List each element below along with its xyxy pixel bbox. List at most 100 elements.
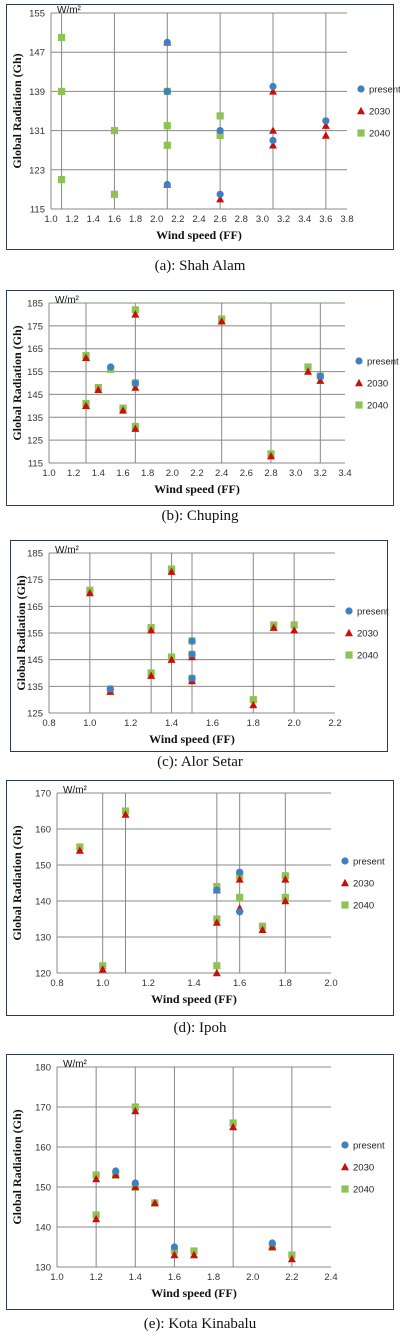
data-point-2030 xyxy=(216,195,225,203)
y-tick-label: 150 xyxy=(35,861,51,872)
data-point-present xyxy=(106,685,114,693)
chart-svg-e: 130 140 150 160 170 180 1.0 1.2 1.4 1.6 1.8 2.0 2.2 2… xyxy=(10,1059,385,1300)
data-point-2030 xyxy=(119,406,127,414)
data-point-2030 xyxy=(281,875,290,883)
x-tick-label: 1.0 xyxy=(42,468,55,479)
legend-marker-2030 xyxy=(341,878,349,887)
y-unit-label: W/m² xyxy=(55,295,80,306)
x-tick-label: 1.8 xyxy=(129,214,142,225)
data-point-2030 xyxy=(269,141,277,149)
x-tick-label: 2.0 xyxy=(288,718,301,729)
data-point-present xyxy=(188,674,196,682)
x-tick-label: 3.6 xyxy=(319,214,332,225)
y-tick-label: 145 xyxy=(27,655,43,666)
y-axis-title: Global Radiation (Gh) xyxy=(10,1109,24,1224)
x-tick-label: 1.6 xyxy=(108,214,121,225)
data-point-2030 xyxy=(147,671,156,679)
y-unit-label: W/m² xyxy=(55,545,80,556)
x-tick-label: 3.0 xyxy=(256,214,269,225)
chart-caption-a: (a): Shah Alam xyxy=(154,258,246,274)
y-unit-label: W/m² xyxy=(63,785,88,796)
data-point-2030 xyxy=(281,896,290,905)
data-point-2030 xyxy=(229,1122,238,1131)
y-tick-label: 150 xyxy=(35,1183,51,1194)
data-point-2030 xyxy=(321,131,330,139)
x-tick-label: 3.4 xyxy=(298,214,311,225)
y-tick-label: 165 xyxy=(27,344,43,355)
data-point-2040 xyxy=(236,893,244,901)
y-tick-label: 147 xyxy=(29,48,45,59)
x-tick-label: 1.4 xyxy=(187,978,200,989)
data-point-2030 xyxy=(85,588,94,597)
data-point-2030 xyxy=(92,1214,101,1223)
data-point-2030 xyxy=(131,1106,140,1115)
data-point-2040 xyxy=(110,127,119,135)
data-point-2040 xyxy=(131,306,139,314)
legend-label: 2030 xyxy=(369,107,390,118)
y-tick-label: 180 xyxy=(35,1063,51,1074)
y-tick-label: 155 xyxy=(27,629,43,640)
data-point-present xyxy=(316,372,324,380)
legend-label: present xyxy=(353,857,385,868)
y-unit-label: W/m² xyxy=(63,1059,88,1070)
chart-svg-b: 115 125 135 145 155 165 175 185 1.0 1.2 1.4 1.6 1.8 2… xyxy=(10,295,399,496)
data-point-2030 xyxy=(287,1254,296,1263)
y-tick-label: 170 xyxy=(35,1103,51,1114)
data-point-2030 xyxy=(131,310,140,318)
y-tick-label: 175 xyxy=(27,575,43,586)
x-tick-label: 2.0 xyxy=(150,214,163,225)
data-point-present xyxy=(163,180,171,189)
data-point-2030 xyxy=(316,376,325,384)
y-tick-label: 155 xyxy=(29,9,45,20)
data-point-2030 xyxy=(269,623,278,631)
x-tick-label: 1.4 xyxy=(92,468,105,479)
data-point-2040 xyxy=(213,962,221,970)
chart-svg-c: 125 135 145 155 165 175 185 0.8 1.0 1.2 1.4 1.6 1.8 2… xyxy=(14,545,389,746)
x-tick-label: 2.4 xyxy=(192,214,205,225)
x-tick-label: 1.8 xyxy=(279,978,292,989)
x-axis-title: Wind speed (FF) xyxy=(156,228,242,242)
y-tick-label: 115 xyxy=(30,205,45,216)
x-axis-title: Wind speed (FF) xyxy=(149,732,235,746)
x-tick-label: 0.8 xyxy=(50,978,63,989)
data-point-2030 xyxy=(235,875,244,883)
y-axis-title: Global Radiation (Gh) xyxy=(10,53,24,168)
data-point-present xyxy=(269,82,277,91)
x-tick-label: 2.0 xyxy=(324,978,337,989)
legend-marker-2040 xyxy=(355,401,363,409)
data-point-present xyxy=(163,38,171,47)
data-point-2030 xyxy=(167,567,176,575)
data-point-present xyxy=(216,127,224,135)
x-tick-label: 2.2 xyxy=(328,718,341,729)
x-tick-label: 2.6 xyxy=(214,214,227,225)
legend-label: present xyxy=(357,607,389,618)
data-point-2030 xyxy=(217,317,226,325)
y-tick-label: 145 xyxy=(27,390,43,401)
legend-marker-present xyxy=(355,357,363,365)
x-tick-label: 1.2 xyxy=(67,468,80,479)
x-tick-label: 2.0 xyxy=(166,468,179,479)
data-point-2040 xyxy=(163,141,171,149)
x-tick-label: 3.2 xyxy=(277,214,290,225)
x-tick-label: 3.8 xyxy=(340,214,353,225)
legend-label: 2040 xyxy=(369,129,390,140)
y-tick-label: 135 xyxy=(27,682,43,693)
data-point-2030 xyxy=(190,1250,198,1259)
data-point-2030 xyxy=(212,918,221,926)
y-tick-label: 185 xyxy=(27,549,43,560)
x-tick-label: 1.8 xyxy=(247,718,260,729)
y-tick-label: 131 xyxy=(29,126,45,137)
x-tick-label: 1.0 xyxy=(96,978,109,989)
y-tick-label: 130 xyxy=(35,933,51,944)
data-point-2030 xyxy=(269,87,277,95)
x-tick-label: 1.2 xyxy=(142,978,155,989)
y-tick-label: 175 xyxy=(27,321,43,332)
legend-marker-2030 xyxy=(345,628,353,637)
x-tick-label: 1.8 xyxy=(141,468,154,479)
y-tick-label: 155 xyxy=(27,367,43,378)
legend-marker-2030 xyxy=(341,1162,349,1171)
chart-caption-c: (c): Alor Setar xyxy=(157,754,243,770)
y-tick-label: 120 xyxy=(35,969,51,980)
y-tick-label: 160 xyxy=(35,825,51,836)
legend-marker-2040 xyxy=(345,651,353,659)
